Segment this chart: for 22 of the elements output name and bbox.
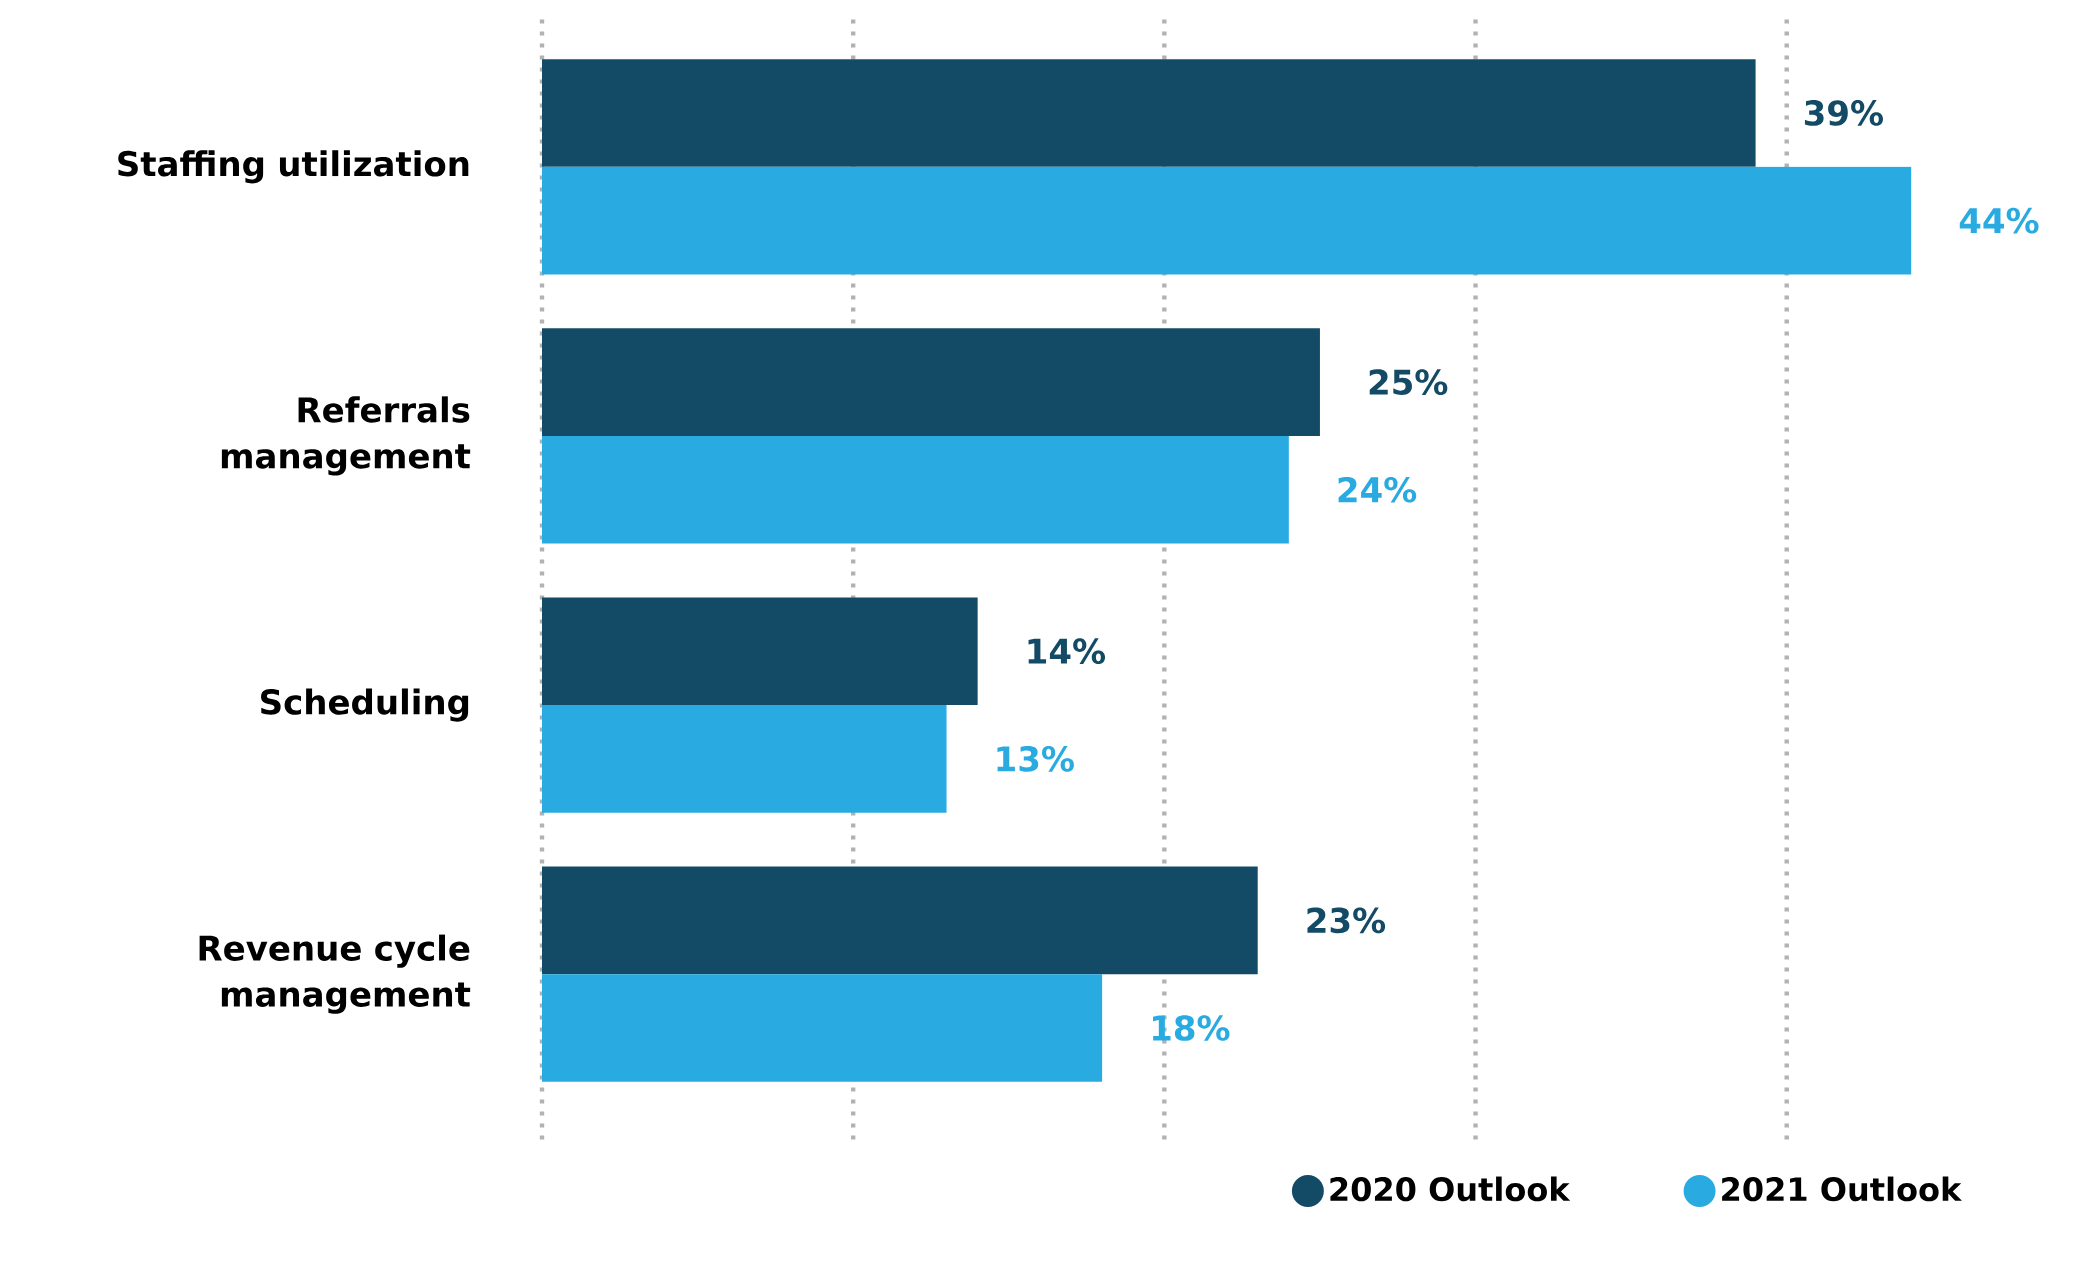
- data-label: 25%: [1369, 369, 1448, 395]
- data-label: 13%: [997, 746, 1074, 772]
- legend-label: 2020 Outlook: [1330, 1176, 1571, 1202]
- y-tick-label: Referrals management: [221, 396, 471, 476]
- bar: [542, 435, 1289, 544]
- y-tick-label: Scheduling: [261, 688, 469, 722]
- y-tick-label: Staffing utilization: [118, 150, 469, 184]
- bar: [542, 866, 1258, 975]
- bar: [542, 328, 1320, 436]
- y-tick-label: Revenue cycle management: [199, 934, 471, 1014]
- bar: [542, 59, 1756, 167]
- data-label: 14%: [1028, 638, 1106, 665]
- data-label: 39%: [1804, 100, 1883, 126]
- data-label: 23%: [1307, 907, 1386, 934]
- legend-label: 2021 Outlook: [1722, 1176, 1962, 1202]
- data-label: 24%: [1338, 476, 1417, 503]
- data-label: 44%: [1959, 207, 2039, 234]
- data-label: 18%: [1153, 1015, 1230, 1041]
- bar: [542, 597, 978, 706]
- bar: [542, 166, 1912, 275]
- bar: [542, 705, 947, 813]
- bar: [542, 974, 1103, 1082]
